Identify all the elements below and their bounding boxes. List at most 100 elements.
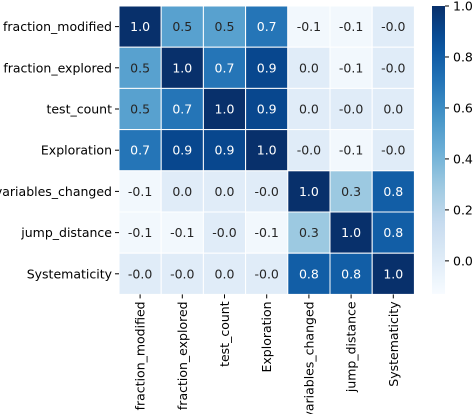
cell-test-count-variables-changed bbox=[287, 87, 331, 131]
cell-value-jump-distance-variables-changed: 0.3 bbox=[299, 225, 319, 240]
cell-test-count-systematicity bbox=[371, 87, 415, 131]
row-label-test-count: test_count bbox=[46, 102, 112, 117]
cell-value-test-count-systematicity: 0.0 bbox=[383, 102, 403, 117]
cell-jump-distance-fraction-modified bbox=[118, 211, 162, 254]
cell-value-variables-changed-fraction-modified: -0.1 bbox=[128, 184, 152, 199]
cell-systematicity-systematicity bbox=[371, 252, 415, 295]
cell-value-variables-changed-fraction-explored: 0.0 bbox=[172, 184, 192, 199]
cell-test-count-jump-distance bbox=[329, 87, 373, 131]
cell-value-test-count-test-count: 1.0 bbox=[215, 102, 235, 117]
colorbar-tick-label: 0.4 bbox=[453, 151, 473, 166]
cell-value-fraction-modified-fraction-explored: 0.5 bbox=[172, 19, 192, 34]
row-label-fraction-explored: fraction_explored bbox=[3, 60, 112, 75]
cell-jump-distance-fraction-explored bbox=[160, 211, 204, 254]
row-labels: fraction_modified fraction_explored test_c… bbox=[0, 19, 119, 281]
cell-value-variables-changed-variables-changed: 1.0 bbox=[299, 184, 319, 199]
cell-value-systematicity-test-count: 0.0 bbox=[215, 266, 235, 281]
cell-value-exploration-jump-distance: -0.1 bbox=[339, 143, 363, 158]
column-label-fraction-explored: fraction_explored bbox=[175, 301, 190, 410]
column-labels: fraction_modified fraction_explored test_c… bbox=[133, 294, 401, 414]
cell-systematicity-fraction-modified bbox=[118, 252, 162, 295]
cell-value-systematicity-variables-changed: 0.8 bbox=[299, 266, 319, 281]
colorbar-tick-label: 0.2 bbox=[453, 202, 473, 217]
colorbar-tick-label: 0.6 bbox=[453, 100, 473, 115]
cell-value-fraction-explored-test-count: 0.7 bbox=[215, 60, 235, 75]
colorbar-gradient bbox=[432, 6, 445, 294]
cell-systematicity-variables-changed bbox=[287, 252, 331, 295]
colorbar: 0.0 0.2 0.4 0.6 0.8 1.0 bbox=[432, 0, 473, 294]
cell-value-fraction-explored-fraction-explored: 1.0 bbox=[172, 60, 192, 75]
cell-value-fraction-explored-variables-changed: 0.0 bbox=[299, 60, 319, 75]
cell-exploration-systematicity bbox=[371, 129, 415, 172]
colorbar-tick-label: 0.0 bbox=[453, 253, 473, 268]
cell-fraction-explored-variables-changed bbox=[287, 46, 331, 89]
cell-exploration-jump-distance bbox=[329, 129, 373, 172]
cell-value-fraction-modified-fraction-modified: 1.0 bbox=[130, 19, 150, 34]
cell-jump-distance-systematicity bbox=[371, 211, 415, 254]
cell-jump-distance-variables-changed bbox=[287, 211, 331, 254]
cell-value-jump-distance-jump-distance: 1.0 bbox=[341, 225, 361, 240]
cell-exploration-fraction-explored bbox=[160, 129, 204, 172]
cell-value-systematicity-exploration: -0.0 bbox=[255, 266, 279, 281]
cell-value-variables-changed-jump-distance: 0.3 bbox=[341, 184, 361, 199]
column-label-test-count: test_count bbox=[217, 301, 232, 367]
cell-systematicity-test-count bbox=[202, 252, 247, 295]
column-label-fraction-modified: fraction_modified bbox=[133, 301, 148, 410]
cell-test-count-exploration bbox=[245, 87, 289, 131]
cell-value-fraction-modified-exploration: 0.7 bbox=[257, 19, 277, 34]
row-label-systematicity: Systematicity bbox=[27, 266, 113, 281]
cell-value-variables-changed-systematicity: 0.8 bbox=[383, 184, 403, 199]
cell-fraction-explored-systematicity bbox=[371, 46, 415, 89]
row-label-exploration: Exploration bbox=[41, 143, 112, 158]
cell-value-jump-distance-fraction-modified: -0.1 bbox=[128, 225, 152, 240]
cell-value-systematicity-fraction-modified: -0.0 bbox=[128, 266, 152, 281]
cell-value-jump-distance-test-count: -0.0 bbox=[212, 225, 236, 240]
cell-value-systematicity-fraction-explored: -0.0 bbox=[170, 266, 194, 281]
cell-value-systematicity-systematicity: 1.0 bbox=[383, 266, 403, 281]
cell-test-count-test-count bbox=[202, 87, 247, 131]
column-label-variables-changed: variables_changed bbox=[301, 301, 316, 414]
cell-variables-changed-fraction-modified bbox=[118, 170, 162, 213]
cell-value-variables-changed-test-count: 0.0 bbox=[215, 184, 235, 199]
cell-value-exploration-fraction-modified: 0.7 bbox=[130, 143, 150, 158]
cell-value-exploration-fraction-explored: 0.9 bbox=[172, 143, 192, 158]
column-label-jump-distance: jump_distance bbox=[344, 301, 359, 393]
cell-value-fraction-modified-variables-changed: -0.1 bbox=[297, 19, 321, 34]
cell-systematicity-jump-distance bbox=[329, 252, 373, 295]
heatmap-cells: 1.0 0.5 0.5 0.7 -0.1 -0.1 -0.0 0.5 1.0 0.7 0.9 0.0 -… bbox=[118, 5, 415, 295]
cell-value-exploration-test-count: 0.9 bbox=[215, 143, 235, 158]
cell-value-fraction-modified-test-count: 0.5 bbox=[215, 19, 235, 34]
cell-value-test-count-variables-changed: 0.0 bbox=[299, 102, 319, 117]
cell-value-fraction-explored-fraction-modified: 0.5 bbox=[130, 60, 150, 75]
cell-value-variables-changed-exploration: -0.0 bbox=[255, 184, 279, 199]
row-label-jump-distance: jump_distance bbox=[20, 225, 112, 240]
cell-value-jump-distance-exploration: -0.1 bbox=[255, 225, 279, 240]
cell-exploration-fraction-modified bbox=[118, 129, 162, 172]
column-label-exploration: Exploration bbox=[259, 301, 274, 372]
cell-value-test-count-exploration: 0.9 bbox=[257, 102, 277, 117]
row-label-variables-changed: variables_changed bbox=[0, 184, 112, 199]
colorbar-tick-label: 1.0 bbox=[453, 0, 473, 14]
cell-value-systematicity-jump-distance: 0.8 bbox=[341, 266, 361, 281]
cell-variables-changed-test-count bbox=[202, 170, 247, 213]
cell-test-count-fraction-explored bbox=[160, 87, 204, 131]
cell-fraction-modified-jump-distance bbox=[329, 5, 373, 48]
column-label-systematicity: Systematicity bbox=[386, 301, 401, 387]
row-label-fraction-modified: fraction_modified bbox=[3, 19, 112, 34]
cell-value-test-count-fraction-modified: 0.5 bbox=[130, 102, 150, 117]
cell-value-fraction-explored-systematicity: -0.0 bbox=[381, 60, 405, 75]
cell-value-exploration-systematicity: -0.0 bbox=[381, 143, 405, 158]
cell-value-fraction-explored-jump-distance: -0.1 bbox=[339, 60, 363, 75]
cell-value-fraction-modified-jump-distance: -0.1 bbox=[339, 19, 363, 34]
cell-value-jump-distance-systematicity: 0.8 bbox=[383, 225, 403, 240]
cell-value-test-count-fraction-explored: 0.7 bbox=[172, 102, 192, 117]
cell-fraction-modified-fraction-explored bbox=[160, 5, 204, 48]
colorbar-tick-label: 0.8 bbox=[453, 49, 473, 64]
cell-value-exploration-exploration: 1.0 bbox=[257, 143, 277, 158]
cell-value-fraction-explored-exploration: 0.9 bbox=[257, 60, 277, 75]
cell-value-jump-distance-fraction-explored: -0.1 bbox=[170, 225, 194, 240]
cell-value-exploration-variables-changed: -0.0 bbox=[297, 143, 321, 158]
cell-systematicity-exploration bbox=[245, 252, 289, 295]
cell-fraction-explored-test-count bbox=[202, 46, 247, 89]
